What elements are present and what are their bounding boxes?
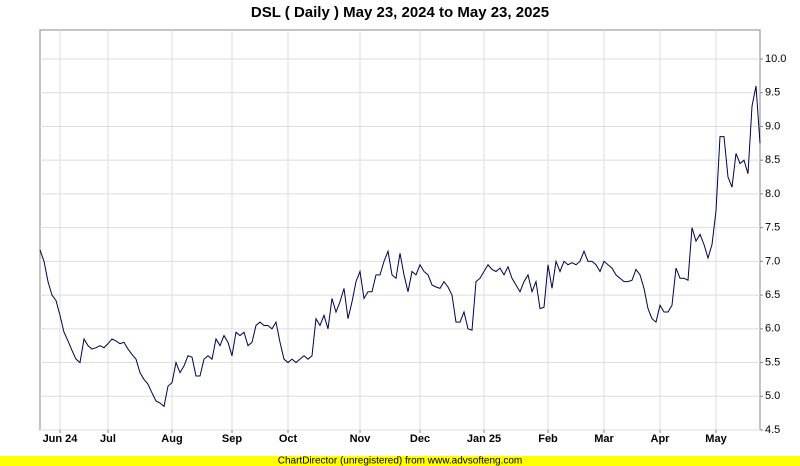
- y-tick-label: 8.5: [765, 154, 780, 166]
- x-tick-label: Nov: [350, 433, 372, 445]
- footer-band: [0, 456, 800, 466]
- x-tick-label: Feb: [538, 433, 558, 445]
- y-tick-label: 7.0: [765, 255, 780, 267]
- x-tick-label: Aug: [161, 433, 182, 445]
- y-tick-label: 7.5: [765, 222, 780, 234]
- y-tick-label: 10.0: [765, 53, 786, 65]
- x-tick-label: Mar: [594, 433, 614, 445]
- y-tick-label: 9.5: [765, 87, 780, 99]
- plot-area: [39, 29, 761, 431]
- footer-text: ChartDirector (unregistered) from www.ad…: [278, 456, 523, 466]
- x-tick-label: Dec: [410, 433, 430, 445]
- y-tick-label: 4.5: [765, 424, 780, 436]
- x-tick-label: Sep: [222, 433, 242, 445]
- y-tick-label: 6.5: [765, 289, 780, 301]
- x-tick-label: Jul: [100, 433, 116, 445]
- x-tick-label: Jan 25: [467, 433, 501, 445]
- chart-title: DSL ( Daily ) May 23, 2024 to May 23, 20…: [251, 4, 549, 21]
- y-tick-label: 5.5: [765, 356, 780, 368]
- y-tick-label: 6.0: [765, 323, 780, 335]
- y-tick-label: 8.0: [765, 188, 780, 200]
- x-tick-label: May: [705, 433, 727, 445]
- y-tick-label: 5.0: [765, 390, 780, 402]
- x-tick-label: Apr: [651, 433, 671, 445]
- x-tick-label: Jun 24: [43, 433, 79, 445]
- price-line: [39, 85, 761, 408]
- x-tick-label: Oct: [279, 433, 298, 445]
- y-tick-label: 9.0: [765, 120, 780, 132]
